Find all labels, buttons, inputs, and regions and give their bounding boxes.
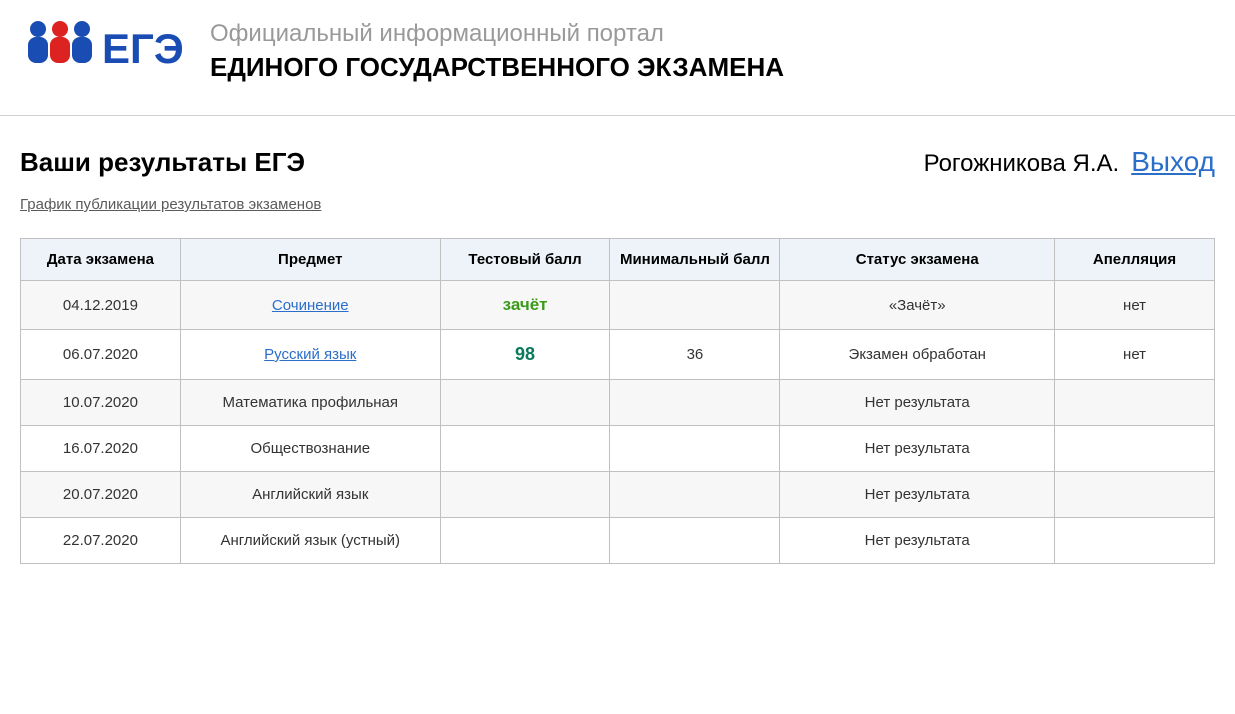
subject-link[interactable]: Сочинение [272, 297, 349, 314]
cell-min-score [610, 426, 780, 472]
cell-subject: Обществознание [180, 426, 440, 472]
col-header-date: Дата экзамена [21, 239, 181, 281]
cell-min-score [610, 472, 780, 518]
cell-subject: Математика профильная [180, 380, 440, 426]
col-header-min-score: Минимальный балл [610, 239, 780, 281]
header-subtitle: Официальный информационный портал [210, 20, 784, 48]
header-title: ЕДИНОГО ГОСУДАРСТВЕННОГО ЭКЗАМЕНА [210, 52, 784, 83]
schedule-link[interactable]: График публикации результатов экзаменов [20, 196, 321, 213]
cell-subject: Сочинение [180, 281, 440, 330]
results-table: Дата экзамена Предмет Тестовый балл Мини… [20, 238, 1215, 564]
cell-min-score: 36 [610, 330, 780, 380]
cell-date: 06.07.2020 [21, 330, 181, 380]
subject-link[interactable]: Русский язык [264, 346, 356, 363]
table-row: 20.07.2020Английский язык Нет результата [21, 472, 1215, 518]
cell-date: 20.07.2020 [21, 472, 181, 518]
cell-subject: Английский язык (устный) [180, 518, 440, 564]
page-title: Ваши результаты ЕГЭ [20, 147, 305, 178]
cell-date: 16.07.2020 [21, 426, 181, 472]
table-row: 16.07.2020Обществознание Нет результата [21, 426, 1215, 472]
cell-test-score [440, 380, 610, 426]
logo-text: ЕГЭ [102, 25, 184, 72]
cell-date: 04.12.2019 [21, 281, 181, 330]
table-row: 06.07.2020 Русский язык 9836Экзамен обрабо… [21, 330, 1215, 380]
cell-test-score [440, 426, 610, 472]
cell-test-score [440, 472, 610, 518]
header-text-block: Официальный информационный портал ЕДИНОГ… [210, 15, 784, 83]
cell-min-score [610, 281, 780, 330]
cell-appeal [1055, 426, 1215, 472]
cell-appeal [1055, 518, 1215, 564]
cell-status: Нет результата [780, 426, 1055, 472]
cell-appeal: нет [1055, 281, 1215, 330]
cell-status: Нет результата [780, 518, 1055, 564]
cell-min-score [610, 518, 780, 564]
cell-test-score [440, 518, 610, 564]
table-row: 22.07.2020Английский язык (устный) Нет ре… [21, 518, 1215, 564]
cell-subject: Русский язык [180, 330, 440, 380]
content: Ваши результаты ЕГЭ Рогожникова Я.А. Вых… [0, 116, 1235, 584]
col-header-test-score: Тестовый балл [440, 239, 610, 281]
cell-appeal [1055, 380, 1215, 426]
col-header-appeal: Апелляция [1055, 239, 1215, 281]
cell-status: Нет результата [780, 380, 1055, 426]
logo: ЕГЭ [20, 15, 210, 85]
cell-appeal: нет [1055, 330, 1215, 380]
table-header-row: Дата экзамена Предмет Тестовый балл Мини… [21, 239, 1215, 281]
cell-status: Нет результата [780, 472, 1055, 518]
user-name: Рогожникова Я.А. [924, 150, 1120, 178]
cell-date: 22.07.2020 [21, 518, 181, 564]
table-row: 10.07.2020Математика профильная Нет резул… [21, 380, 1215, 426]
cell-test-score: 98 [440, 330, 610, 380]
cell-appeal [1055, 472, 1215, 518]
cell-test-score: зачёт [440, 281, 610, 330]
cell-min-score [610, 380, 780, 426]
user-block: Рогожникова Я.А. Выход [924, 146, 1215, 178]
cell-date: 10.07.2020 [21, 380, 181, 426]
site-header: ЕГЭ Официальный информационный портал ЕД… [0, 0, 1235, 116]
cell-subject: Английский язык [180, 472, 440, 518]
col-header-status: Статус экзамена [780, 239, 1055, 281]
cell-status: Экзамен обработан [780, 330, 1055, 380]
logout-link[interactable]: Выход [1131, 146, 1215, 178]
cell-status: «Зачёт» [780, 281, 1055, 330]
col-header-subject: Предмет [180, 239, 440, 281]
table-row: 04.12.2019 Сочинение зачёт «Зачёт»нет [21, 281, 1215, 330]
title-row: Ваши результаты ЕГЭ Рогожникова Я.А. Вых… [20, 146, 1215, 178]
